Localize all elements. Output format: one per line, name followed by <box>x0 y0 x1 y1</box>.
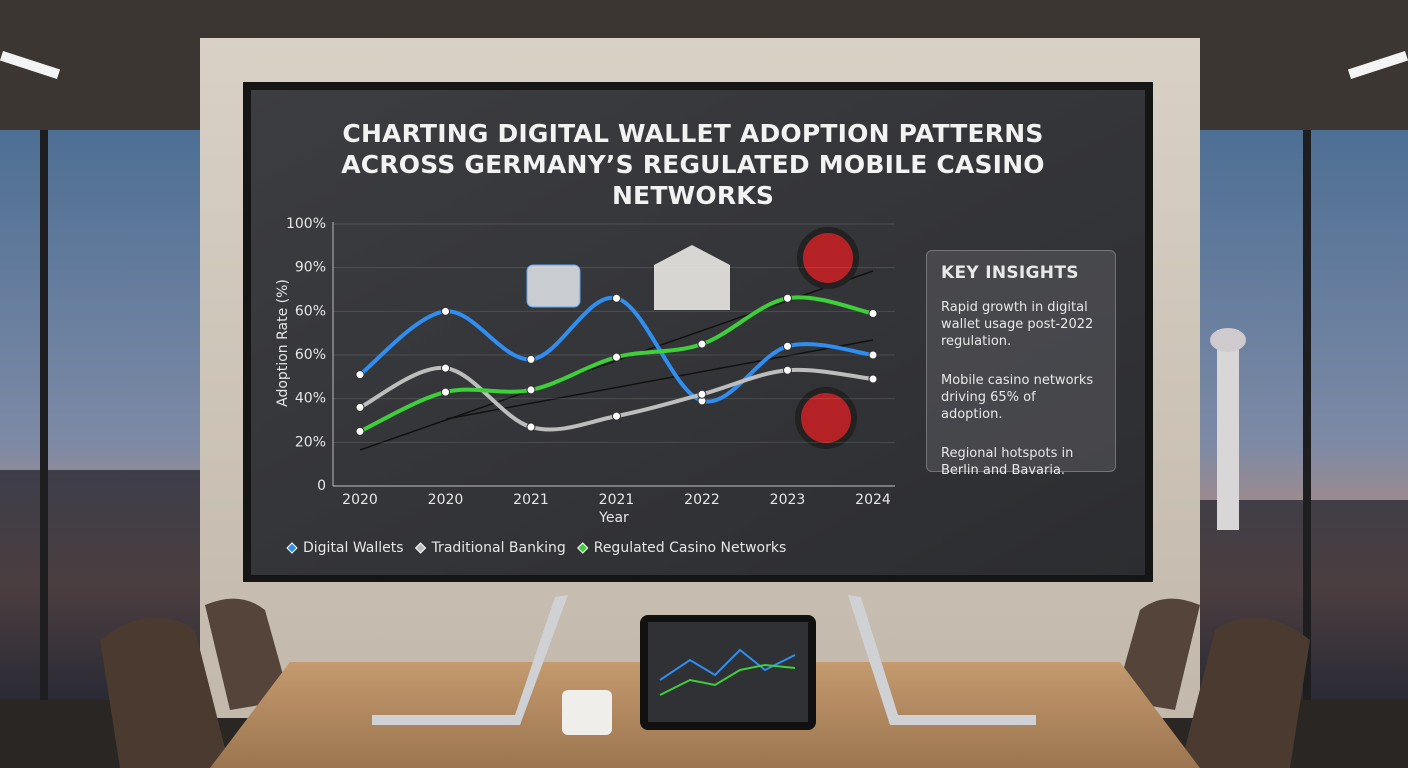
data-point <box>441 387 450 397</box>
data-point <box>355 402 365 412</box>
tablet-screen <box>648 622 808 722</box>
x-tick-label: 2022 <box>684 492 720 508</box>
insight: Rapid growth in digital wallet usage pos… <box>941 300 1094 349</box>
legend-marker <box>414 542 427 554</box>
insights-panel: KEY INSIGHTS Rapid growth in digital wal… <box>926 250 1116 478</box>
y-tick-label: 90% <box>295 260 326 276</box>
coffee-cup <box>562 690 612 735</box>
y-tick-label: 20% <box>295 434 326 450</box>
x-tick-label: 2021 <box>513 492 549 508</box>
x-tick-label: 2023 <box>770 492 806 508</box>
data-point <box>783 341 792 351</box>
trend-line <box>445 339 874 420</box>
data-point <box>526 385 536 395</box>
data-point <box>441 363 450 373</box>
mullion <box>40 130 48 700</box>
mullion <box>1303 130 1311 700</box>
roulette-icon <box>795 387 857 449</box>
insight: Mobile casino networks driving 65% of ad… <box>941 373 1094 422</box>
ceiling-light <box>0 50 61 80</box>
x-tick-label: 2020 <box>342 492 378 508</box>
data-point <box>783 365 792 375</box>
data-point <box>526 354 536 364</box>
data-point <box>868 309 878 319</box>
data-point <box>526 422 536 432</box>
tablet-line <box>659 648 796 681</box>
data-point <box>868 350 878 360</box>
roulette-icon <box>797 227 859 289</box>
ceiling-light <box>1347 50 1408 80</box>
chair <box>1115 598 1200 710</box>
y-tick-label: 60% <box>295 303 326 319</box>
chair <box>1180 617 1310 768</box>
gate-icon <box>654 245 730 310</box>
y-tick-label: 100% <box>286 216 326 232</box>
tv-tower-sphere <box>1210 328 1246 352</box>
y-tick-label: 60% <box>295 347 326 363</box>
legend-label: Regulated Casino Networks <box>594 540 787 556</box>
y-tick-label: 0 <box>317 478 326 494</box>
y-tick-label: 40% <box>295 391 326 407</box>
y-axis-label: Adoption Rate (%) <box>275 279 291 407</box>
chair <box>100 617 230 768</box>
data-point <box>612 352 621 362</box>
data-point <box>612 411 621 421</box>
legend-marker <box>286 542 298 554</box>
chairs <box>100 598 1310 768</box>
insight: Regional hotspots in Berlin and Bavaria. <box>941 446 1074 478</box>
tv-tower <box>1217 330 1239 530</box>
legend-marker <box>577 542 589 554</box>
data-point <box>355 370 365 380</box>
legend-label: Digital Wallets <box>303 540 404 556</box>
data-point <box>355 426 365 436</box>
x-tick-label: 2024 <box>855 492 891 508</box>
data-point <box>697 389 707 399</box>
wallet-icon <box>526 264 581 308</box>
data-point <box>612 293 621 303</box>
data-point <box>868 374 878 384</box>
chair <box>205 598 290 710</box>
data-point <box>441 306 450 316</box>
x-tick-label: 2021 <box>599 492 635 508</box>
legend-label: Traditional Banking <box>431 540 566 556</box>
data-point <box>783 293 792 303</box>
insights-title: KEY INSIGHTS <box>941 263 1079 283</box>
chart-title: CHARTING DIGITAL WALLET ADOPTION PATTERN… <box>341 119 1045 210</box>
tablet-line <box>659 663 796 696</box>
x-axis-label: Year <box>598 510 629 526</box>
x-tick-label: 2020 <box>428 492 464 508</box>
data-point <box>697 339 707 349</box>
